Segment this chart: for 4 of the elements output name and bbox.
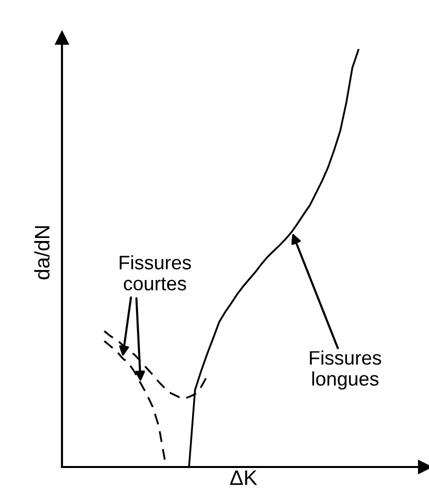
annotation: Fissures longues — [310, 350, 382, 390]
x-axis-title: ΔK — [230, 470, 258, 485]
annotation: Fissures courtes — [120, 255, 191, 290]
y-axis-title: da/dN — [34, 226, 50, 280]
